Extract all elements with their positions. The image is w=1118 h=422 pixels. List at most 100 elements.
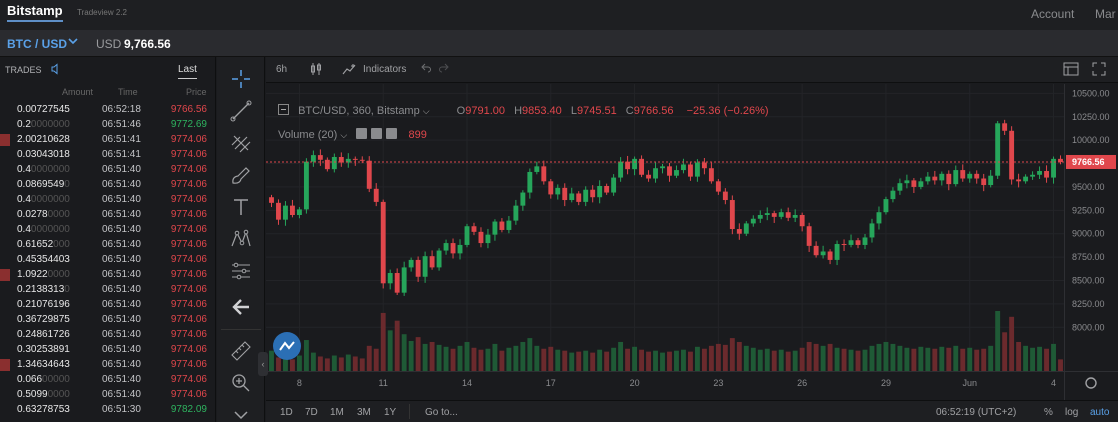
volume-bar bbox=[429, 341, 435, 371]
volume-bar bbox=[345, 354, 351, 371]
price-chart[interactable]: 8000.00 8250.00 8500.00 8750.00 9000.00 9250.… bbox=[266, 84, 1118, 400]
collapse-toolbar-handle[interactable]: ‹ bbox=[258, 352, 268, 376]
candle bbox=[408, 259, 414, 268]
candle bbox=[429, 256, 435, 268]
trade-time: 06:51:40 bbox=[102, 209, 141, 220]
redo-icon[interactable] bbox=[438, 62, 450, 77]
volume-bar bbox=[331, 355, 337, 371]
volume-bar bbox=[1016, 341, 1022, 371]
volume-bar bbox=[408, 341, 414, 371]
volume-bar bbox=[436, 344, 442, 371]
nav-account[interactable]: Account bbox=[1031, 7, 1075, 21]
candle bbox=[939, 173, 945, 181]
goto-button[interactable]: Go to... bbox=[425, 407, 458, 418]
volume-bar bbox=[687, 351, 693, 371]
brand-logo[interactable]: Bitstamp bbox=[7, 3, 63, 22]
zoom-in-icon[interactable] bbox=[229, 371, 253, 395]
log-toggle[interactable]: log bbox=[1065, 407, 1079, 418]
range-1y[interactable]: 1Y bbox=[384, 407, 397, 418]
candle bbox=[841, 244, 847, 246]
candle bbox=[317, 155, 323, 160]
pitchfork-icon[interactable] bbox=[229, 131, 253, 155]
volume-legend: Volume (20) ⌵ 899 bbox=[278, 128, 427, 141]
volume-bar bbox=[604, 351, 610, 371]
trade-row: 1.09220000 06:51:40 9774.06 bbox=[0, 268, 215, 283]
chevron-down-icon[interactable]: ⌵ bbox=[422, 106, 430, 116]
close-icon[interactable] bbox=[386, 128, 398, 139]
candle bbox=[625, 161, 631, 170]
legend-symbol[interactable]: BTC/USD, 360, Bitstamp bbox=[298, 105, 420, 117]
trend-line-icon[interactable] bbox=[229, 99, 253, 123]
fullscreen-icon[interactable] bbox=[1092, 62, 1106, 79]
chart-area[interactable]: 8000.00 8250.00 8500.00 8750.00 9000.00 9250.… bbox=[266, 84, 1118, 400]
candle bbox=[771, 213, 777, 217]
candle-type-icon[interactable] bbox=[310, 62, 322, 79]
visibility-icon[interactable] bbox=[356, 128, 368, 139]
collapse-legend-icon[interactable] bbox=[278, 104, 289, 115]
trade-row: 0.36729875 06:51:40 9774.06 bbox=[0, 313, 215, 328]
trade-amount: 0.00727545 bbox=[17, 104, 70, 115]
volume-label[interactable]: Volume (20) bbox=[278, 129, 338, 141]
candle bbox=[729, 200, 735, 230]
legend-l: 9745.51 bbox=[576, 105, 617, 117]
interval-selector[interactable]: 6h bbox=[276, 64, 288, 75]
candle bbox=[750, 218, 756, 224]
chevron-down-icon[interactable] bbox=[68, 37, 78, 47]
candle bbox=[576, 193, 582, 202]
trade-time: 06:51:40 bbox=[102, 239, 141, 250]
trade-amount-digits: 0.63278753 bbox=[17, 404, 70, 415]
volume-bar bbox=[701, 348, 707, 371]
undo-icon[interactable] bbox=[420, 62, 432, 77]
ruler-icon[interactable] bbox=[229, 339, 253, 363]
volume-bar bbox=[373, 348, 379, 371]
volume-bar bbox=[324, 358, 330, 371]
candle bbox=[890, 190, 896, 200]
candle bbox=[743, 223, 749, 234]
chevron-down-icon[interactable]: ⌵ bbox=[340, 130, 348, 140]
back-arrow-icon[interactable] bbox=[229, 295, 253, 319]
trade-price: 9774.06 bbox=[170, 194, 207, 205]
trade-amount: 0.45354403 bbox=[17, 254, 70, 265]
text-icon[interactable] bbox=[229, 195, 253, 219]
settings-icon[interactable] bbox=[371, 128, 383, 139]
chart-bottom-bar: 1D 7D 1M 3M 1Y Go to... 06:52:19 (UTC+2)… bbox=[266, 400, 1118, 422]
tab-last[interactable]: Last bbox=[178, 64, 197, 79]
candle bbox=[869, 223, 875, 238]
range-3m[interactable]: 3M bbox=[357, 407, 371, 418]
trade-amount-padding: 0000000 bbox=[30, 164, 70, 175]
y-tick-label: 10000.00 bbox=[1072, 135, 1110, 145]
range-1d[interactable]: 1D bbox=[280, 407, 293, 418]
crosshair-icon[interactable] bbox=[229, 67, 253, 91]
candle bbox=[736, 229, 742, 234]
range-1m[interactable]: 1M bbox=[330, 407, 344, 418]
sound-icon[interactable] bbox=[50, 63, 62, 78]
brush-icon[interactable] bbox=[229, 163, 253, 187]
candle bbox=[478, 231, 484, 244]
settings-gear-icon[interactable] bbox=[1085, 377, 1097, 389]
candle bbox=[918, 181, 924, 187]
trade-price: 9774.06 bbox=[170, 239, 207, 250]
candle bbox=[785, 212, 791, 218]
volume-bar bbox=[743, 345, 749, 371]
trade-amount-digits: 0.4 bbox=[17, 194, 31, 205]
tradingview-logo[interactable] bbox=[273, 332, 301, 360]
y-tick-label: 8500.00 bbox=[1072, 276, 1105, 286]
trade-time: 06:51:40 bbox=[102, 224, 141, 235]
volume-bar bbox=[464, 341, 470, 371]
trade-price: 9774.06 bbox=[170, 359, 207, 370]
indicators-button[interactable]: Indicators bbox=[363, 64, 407, 75]
auto-toggle[interactable]: auto bbox=[1090, 407, 1110, 418]
nav-markets[interactable]: Mar bbox=[1095, 7, 1116, 21]
range-7d[interactable]: 7D bbox=[305, 407, 318, 418]
chevron-down-icon[interactable] bbox=[229, 403, 253, 422]
trade-amount-digits: 0.61652 bbox=[17, 239, 54, 250]
pattern-icon[interactable] bbox=[229, 227, 253, 251]
indicators-icon[interactable] bbox=[342, 62, 358, 79]
prediction-icon[interactable] bbox=[229, 259, 253, 283]
candle bbox=[611, 177, 617, 193]
trade-price: 9774.06 bbox=[170, 224, 207, 235]
pair-selector[interactable]: BTC / USD bbox=[7, 37, 67, 51]
layout-icon[interactable] bbox=[1063, 62, 1079, 79]
percent-toggle[interactable]: % bbox=[1044, 407, 1053, 418]
volume-bar bbox=[499, 350, 505, 371]
